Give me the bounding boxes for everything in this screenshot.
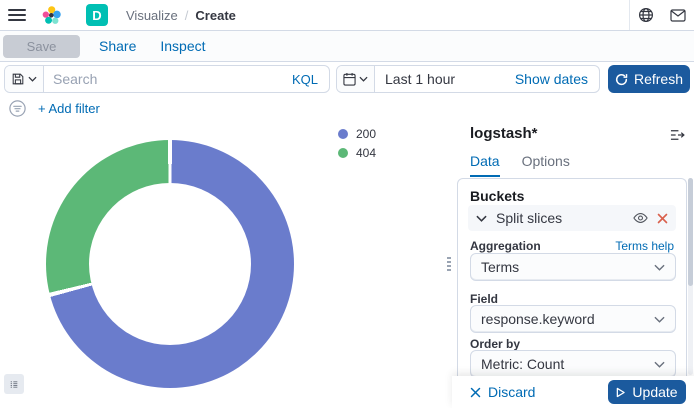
aggregation-select[interactable]: Terms xyxy=(470,253,676,281)
terms-help-link[interactable]: Terms help xyxy=(615,239,674,253)
legend-dot xyxy=(338,147,348,158)
chart-legend: 200 404 xyxy=(338,126,376,160)
chevron-down-icon xyxy=(476,215,487,222)
buckets-card: Buckets Split slices Aggregation xyxy=(457,178,687,408)
play-icon xyxy=(617,387,626,397)
menu-hamburger-icon[interactable] xyxy=(0,0,34,30)
filter-icon[interactable] xyxy=(9,99,26,117)
index-pattern-title: logstash* xyxy=(470,125,538,142)
field-value: response.keyword xyxy=(481,311,595,327)
sidebar-scrollbar-thumb[interactable] xyxy=(688,178,693,286)
share-button[interactable]: Share xyxy=(99,38,137,54)
split-slices-row[interactable]: Split slices xyxy=(468,205,676,231)
show-dates-button[interactable]: Show dates xyxy=(514,71,588,87)
search-input[interactable] xyxy=(44,71,281,87)
inspect-button[interactable]: Inspect xyxy=(160,38,206,54)
help-globe-icon[interactable] xyxy=(630,0,662,30)
legend-item[interactable]: 200 xyxy=(338,126,376,141)
order-by-label: Order by xyxy=(470,337,521,351)
add-filter-button[interactable]: + Add filter xyxy=(38,100,100,116)
eye-toggle-icon[interactable] xyxy=(633,212,648,224)
kql-language-button[interactable]: KQL xyxy=(291,71,318,87)
donut-chart-hole xyxy=(89,183,251,345)
sidebar-collapse-icon[interactable] xyxy=(670,128,685,142)
save-button[interactable]: Save xyxy=(3,34,80,58)
aggregation-label: Aggregation xyxy=(470,239,541,253)
app-header: D Visualize / Create xyxy=(0,0,694,31)
save-query-icon xyxy=(12,73,24,85)
field-select[interactable]: response.keyword xyxy=(470,305,676,333)
discard-button[interactable]: Discard xyxy=(470,384,535,400)
sidebar-footer: Discard Update xyxy=(452,376,694,408)
breadcrumb: Visualize / Create xyxy=(126,8,236,23)
field-label: Field xyxy=(470,292,499,306)
aggregation-value: Terms xyxy=(481,259,520,275)
breadcrumb-current: Create xyxy=(195,7,236,23)
breadcrumb-section[interactable]: Visualize xyxy=(126,7,178,23)
top-nav-menu: Save Share Inspect xyxy=(0,31,694,62)
refresh-icon xyxy=(615,73,628,85)
space-avatar[interactable]: D xyxy=(86,4,108,26)
list-icon xyxy=(10,380,18,388)
split-slices-label: Split slices xyxy=(496,210,563,226)
breadcrumb-separator: / xyxy=(184,7,189,23)
query-bar: KQL Last 1 hour Show dates Refresh xyxy=(0,62,694,96)
time-range-value[interactable]: Last 1 hour xyxy=(385,71,456,87)
date-picker: Last 1 hour Show dates xyxy=(336,65,600,93)
saved-query-menu-button[interactable] xyxy=(5,66,44,92)
elastic-logo-icon[interactable] xyxy=(40,4,62,26)
date-quick-select-button[interactable] xyxy=(337,66,375,92)
chevron-down-icon xyxy=(28,76,37,82)
remove-bucket-icon[interactable] xyxy=(657,213,668,224)
chevron-down-icon xyxy=(654,361,665,368)
vis-editor-sidebar: logstash* Data Options Buckets Split sli… xyxy=(452,120,694,408)
filter-bar: + Add filter xyxy=(0,96,694,120)
legend-item[interactable]: 404 xyxy=(338,145,376,160)
order-by-select[interactable]: Metric: Count xyxy=(470,350,676,378)
sidebar-tabs: Data Options xyxy=(470,153,570,177)
legend-label: 200 xyxy=(356,126,377,141)
search-bar: KQL xyxy=(4,65,330,93)
legend-toggle-button[interactable] xyxy=(4,374,24,394)
legend-dot xyxy=(338,128,348,139)
legend-label: 404 xyxy=(356,145,377,160)
refresh-button[interactable]: Refresh xyxy=(608,65,690,93)
calendar-icon xyxy=(343,72,356,86)
tab-data[interactable]: Data xyxy=(470,153,500,177)
panel-resizer-handle[interactable] xyxy=(445,257,452,273)
chevron-down-icon xyxy=(654,264,665,271)
tab-options[interactable]: Options xyxy=(521,153,570,169)
close-icon xyxy=(470,387,481,397)
mail-icon[interactable] xyxy=(662,0,694,30)
buckets-title: Buckets xyxy=(470,188,525,204)
chevron-down-icon xyxy=(359,76,368,82)
update-label: Update xyxy=(632,384,678,400)
refresh-label: Refresh xyxy=(633,71,684,87)
chevron-down-icon xyxy=(654,316,665,323)
discard-label: Discard xyxy=(488,384,536,400)
update-button[interactable]: Update xyxy=(608,380,686,404)
order-by-value: Metric: Count xyxy=(481,356,565,372)
header-actions xyxy=(629,0,694,30)
